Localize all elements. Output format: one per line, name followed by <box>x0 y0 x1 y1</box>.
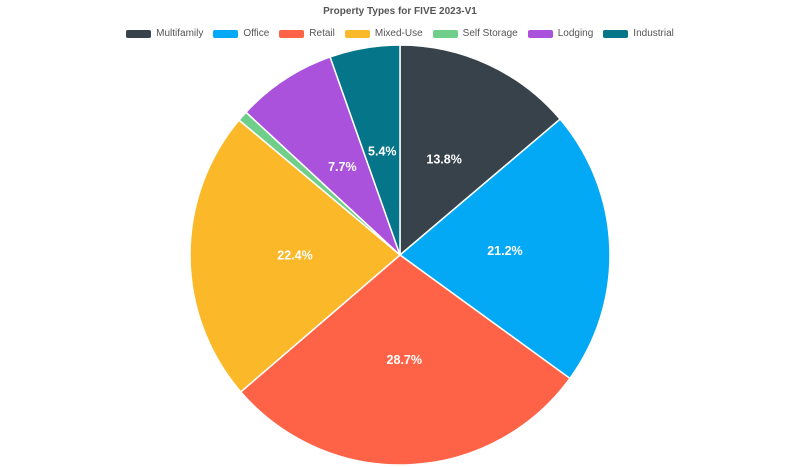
pie-slice-lodging[interactable] <box>244 56 401 256</box>
pie-slice-mixed-use[interactable] <box>189 119 402 393</box>
legend-label-industrial: Industrial <box>633 28 674 39</box>
legend-swatch-mixed-use <box>344 29 370 38</box>
legend-swatch-lodging <box>527 29 553 38</box>
pie-labels: 13.8% 21.2% 28.7% 22.4% 7.7% 5.4% <box>277 145 522 367</box>
legend-label-lodging: Lodging <box>557 28 594 39</box>
legend: Multifamily Office Retail Mixed-Use Self… <box>0 28 800 39</box>
legend-item-industrial[interactable]: Industrial <box>603 28 674 39</box>
pie-slices <box>189 44 611 466</box>
legend-label-office: Office <box>243 28 270 39</box>
legend-swatch-industrial <box>603 29 629 38</box>
legend-swatch-self-storage <box>432 29 458 38</box>
legend-item-self-storage[interactable]: Self Storage <box>432 28 518 39</box>
pie-slice-multifamily[interactable] <box>399 44 562 257</box>
legend-label-retail: Retail <box>309 28 335 39</box>
legend-swatch-retail <box>279 29 305 38</box>
legend-label-multifamily: Multifamily <box>156 28 204 39</box>
legend-swatch-multifamily <box>126 29 152 38</box>
slice-label-multifamily: 13.8% <box>426 153 461 167</box>
legend-item-lodging[interactable]: Lodging <box>527 28 594 39</box>
legend-label-self-storage: Self Storage <box>462 28 518 39</box>
slice-label-mixed-use: 22.4% <box>277 249 312 263</box>
slice-label-office: 21.2% <box>487 244 522 258</box>
legend-item-retail[interactable]: Retail <box>279 28 335 39</box>
chart-title: Property Types for FIVE 2023-V1 <box>323 6 477 17</box>
slice-label-retail: 28.7% <box>387 353 422 367</box>
legend-label-mixed-use: Mixed-Use <box>374 28 423 39</box>
slice-label-industrial: 5.4% <box>368 145 397 159</box>
legend-item-mixed-use[interactable]: Mixed-Use <box>344 28 423 39</box>
legend-item-multifamily[interactable]: Multifamily <box>126 28 203 39</box>
slice-label-lodging: 7.7% <box>328 160 357 174</box>
legend-item-office[interactable]: Office <box>213 28 269 39</box>
pie-slice-retail[interactable] <box>239 254 571 466</box>
pie-slice-industrial[interactable] <box>329 44 401 256</box>
pie-slice-office[interactable] <box>398 118 611 380</box>
legend-swatch-office <box>213 29 239 38</box>
